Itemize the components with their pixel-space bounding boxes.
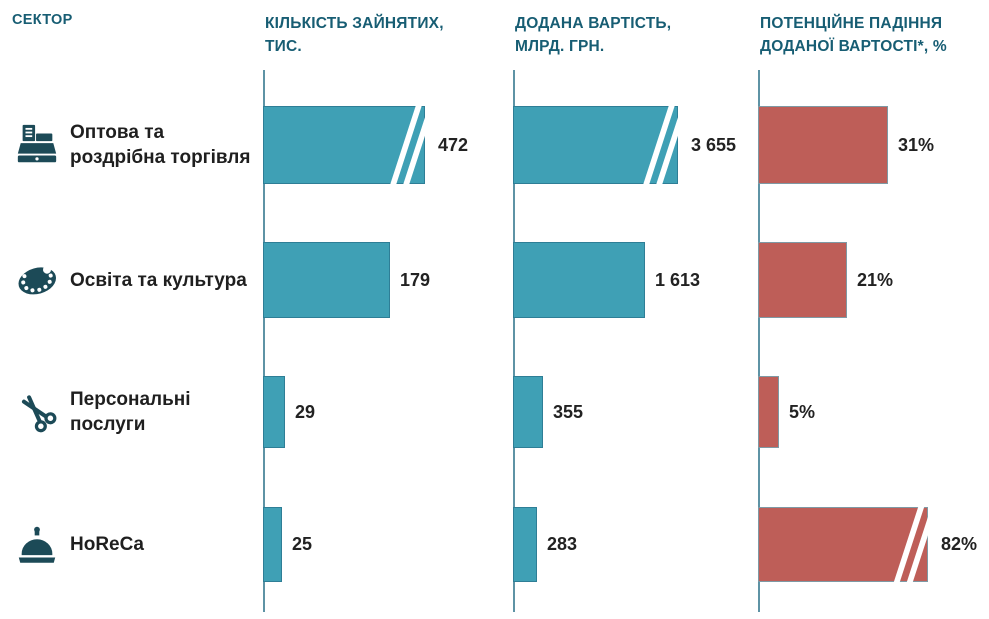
cash-register-icon (14, 122, 60, 168)
potential-drop-header-line2: ДОДАНОЇ ВАРТОСТІ*, % (760, 38, 947, 55)
potential-drop-header-line1: ПОТЕНЦІЙНЕ ПАДІННЯ (760, 15, 943, 32)
potential_drop-value-label: 21% (857, 269, 894, 290)
value_added-value-label: 355 (553, 401, 584, 422)
employed-header-line1: КІЛЬКІСТЬ ЗАЙНЯТИХ, (265, 15, 444, 32)
bell-icon (14, 522, 60, 568)
sector-label: HoReCa (70, 534, 144, 555)
value_added-bar (513, 376, 543, 448)
scissors-icon (14, 389, 60, 435)
potential_drop-bar (758, 376, 779, 448)
employed-bar (263, 106, 425, 184)
value_added-axis-line (513, 70, 515, 612)
potential_drop-value-label: 5% (789, 401, 816, 422)
potential-drop-column-header: ПОТЕНЦІЙНЕ ПАДІННЯ ДОДАНОЇ ВАРТОСТІ*, % (760, 12, 988, 58)
value_added-value-label: 3 655 (691, 134, 737, 155)
employed-bar (263, 507, 282, 582)
palette-icon (14, 257, 60, 303)
employed-column-header: КІЛЬКІСТЬ ЗАЙНЯТИХ, ТИС. (265, 12, 500, 58)
potential_drop-bar (758, 242, 847, 318)
value_added-bar (513, 242, 645, 318)
sector-row-1: Освіта та культура (70, 242, 256, 318)
sector-row-2: Персональні послуги (70, 376, 256, 448)
potential_drop-value-label: 82% (941, 534, 978, 554)
value_added-bar (513, 106, 678, 184)
value_added-value-label: 283 (547, 534, 578, 554)
employed-value-label: 179 (400, 269, 431, 290)
employed-bar (263, 242, 390, 318)
employed-bar (263, 376, 285, 448)
employed-header-line2: ТИС. (265, 38, 302, 55)
value-added-column-header: ДОДАНА ВАРТІСТЬ, МЛРД. ГРН. (515, 12, 750, 58)
employed-axis-line (263, 70, 265, 612)
potential_drop-axis-line (758, 70, 760, 612)
value_added-value-label: 1 613 (655, 269, 701, 290)
potential_drop-value-label: 31% (898, 134, 935, 155)
employed-value-label: 29 (295, 401, 316, 422)
value_added-bar (513, 507, 537, 582)
sector-column-header: СЕКТОР (12, 12, 73, 28)
value-added-header-line2: МЛРД. ГРН. (515, 38, 605, 55)
employed-value-label: 25 (292, 534, 313, 554)
sector-row-0: Оптова та роздрібна торгівля (70, 106, 256, 184)
potential_drop-bar (758, 106, 888, 184)
sector-row-3: HoReCa (70, 507, 256, 582)
sector-label: Освіта та культура (70, 269, 247, 291)
sector-label: Персональні послуги (70, 389, 191, 435)
sector-label: Оптова та роздрібна торгівля (70, 122, 251, 168)
employed-value-label: 472 (438, 134, 469, 155)
value-added-header-line1: ДОДАНА ВАРТІСТЬ, (515, 15, 672, 32)
